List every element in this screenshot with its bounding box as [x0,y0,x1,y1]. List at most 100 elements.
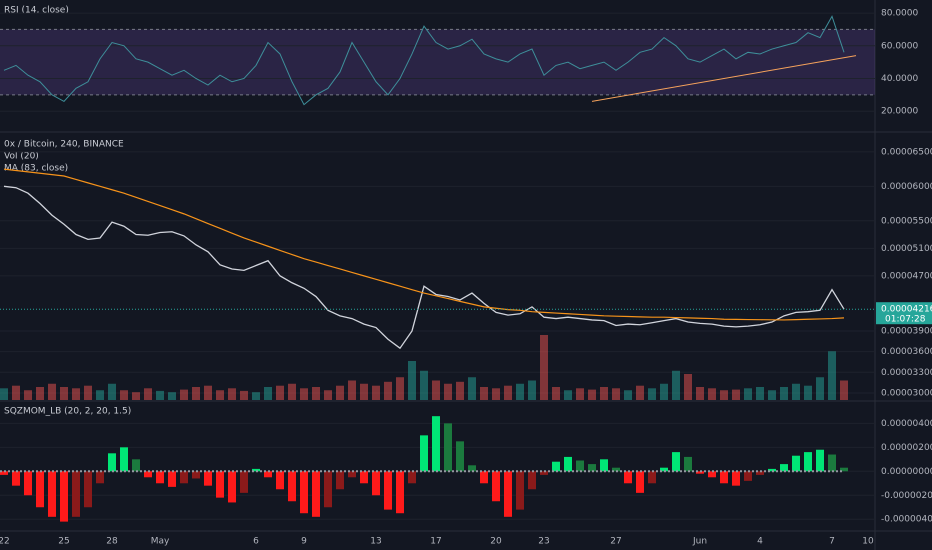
x-tick-label: May [151,537,170,547]
volume-bar [444,383,452,400]
volume-bar [312,387,320,400]
volume-bar [408,361,416,400]
y-tick-label: 0.00000400 [881,419,932,429]
rsi-band [0,29,875,95]
momentum-bar [600,459,608,472]
momentum-bar [120,447,128,472]
volume-bar [600,387,608,400]
momentum-bar [84,471,92,508]
y-tick-label: 60.0000 [881,41,918,51]
momentum-bar [444,423,452,472]
y-tick-label: 0.00004700 [881,271,932,281]
y-tick-label: 0.00003300 [881,368,932,378]
momentum-bar [408,471,416,484]
momentum-bar [696,471,704,474]
volume-bar [528,380,536,400]
volume-bar [240,390,248,400]
x-tick-label: 6 [253,537,259,547]
x-tick-label: 17 [430,537,441,547]
momentum-bar [492,471,500,502]
momentum-bar [480,471,488,484]
momentum-bar [648,471,656,484]
volume-bar [816,377,824,400]
x-tick-label: 23 [538,537,549,547]
price-line [3,185,845,350]
volume-bar [324,390,332,400]
volume-bar [252,392,260,400]
y-tick-label: 0.00006000 [881,182,932,192]
volume-bar [420,370,428,400]
x-tick-label: 22 [0,537,10,547]
momentum-bar [312,471,320,517]
momentum-bar [588,464,596,472]
momentum-bar [336,471,344,490]
volume-bar [300,388,308,400]
volume-bar [840,380,848,400]
volume-bar [348,380,356,400]
momentum-bar [636,471,644,493]
x-tick-label: 4 [757,537,763,547]
momentum-bar [264,471,272,478]
trend-line [591,55,857,102]
momentum-bar [792,455,800,472]
momentum-bar [72,471,80,517]
price-title: 0x / Bitcoin, 240, BINANCE [4,140,124,150]
y-tick-label: 0.00005500 [881,216,932,226]
momentum-bar [732,471,740,486]
volume-bar [336,385,344,400]
volume-bar [492,388,500,400]
x-tick-label: 27 [610,537,621,547]
y-tick-label: 0.00000000 [881,467,932,477]
volume-bar [372,385,380,400]
y-tick-label: 0.00003600 [881,347,932,357]
volume-bar [216,390,224,400]
volume-bar [132,392,140,400]
volume-bar [276,385,284,400]
momentum-bar [552,461,560,472]
volume-bar [552,387,560,400]
ma-title: MA (83, close) [4,164,68,174]
volume-bar [432,380,440,400]
volume-bar [696,387,704,400]
last-price-box [876,302,932,325]
momentum-bar [528,471,536,490]
momentum-bar [744,471,752,481]
y-tick-label: 20.0000 [881,107,918,117]
volume-bar [192,387,200,400]
volume-bar [228,388,236,400]
momentum-bar [720,471,728,484]
sqzmom-title: SQZMOM_LB (20, 2, 20, 1.5) [4,407,131,417]
ma-line [3,168,845,321]
momentum-bar [420,435,428,472]
volume-bar [108,383,116,400]
volume-bar [24,390,32,400]
rsi-line [3,15,845,106]
momentum-bar [228,471,236,503]
momentum-bar [156,471,164,484]
volume-bar [288,383,296,400]
momentum-bar [96,471,104,484]
volume-bar [792,383,800,400]
x-tick-label: 20 [490,537,502,547]
momentum-bar [612,467,620,472]
rsi-title: RSI (14, close) [4,6,69,16]
y-tick-label: 0.00003900 [881,326,932,336]
x-tick-label: 7 [829,537,835,547]
x-tick-label: 25 [58,537,69,547]
volume-bar [516,383,524,400]
volume-bar [804,385,812,400]
momentum-bar [276,471,284,490]
momentum-bar [684,456,692,472]
volume-bar [660,383,668,400]
momentum-bar [180,471,188,484]
volume-bar [144,388,152,400]
momentum-bar [660,467,668,472]
volume-bar [156,390,164,400]
momentum-bar [768,468,776,472]
volume-bar [0,388,8,400]
volume-bar [768,390,776,400]
volume-bar [756,387,764,400]
volume-bar [12,385,20,400]
